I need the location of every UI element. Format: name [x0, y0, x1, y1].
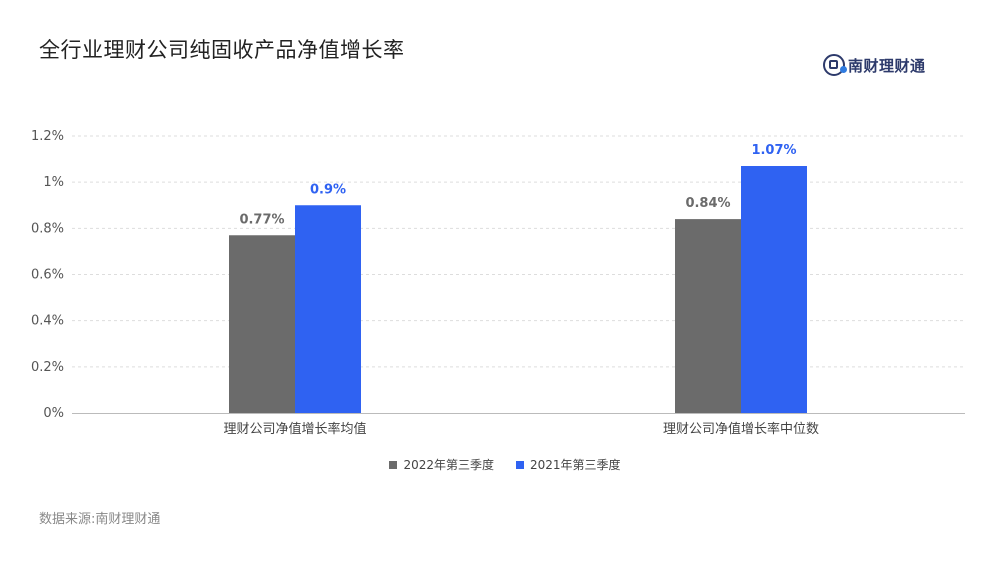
- legend-item-2021[interactable]: 2021年第三季度: [516, 456, 621, 473]
- nancai-logo-icon: [823, 54, 847, 76]
- legend-item-2022[interactable]: 2022年第三季度: [389, 456, 494, 473]
- bar-2022-1[interactable]: [675, 219, 741, 413]
- brand-logo: 南财理财通: [823, 50, 926, 80]
- y-tick-label: 1.2%: [31, 129, 64, 144]
- legend-swatch-2022: [389, 460, 398, 469]
- data-label: 0.84%: [685, 196, 730, 211]
- bar-2021-1[interactable]: [741, 166, 807, 413]
- y-tick-label: 0.4%: [31, 314, 64, 329]
- legend-label-2021: 2021年第三季度: [530, 458, 621, 472]
- y-tick-label: 0.2%: [31, 360, 64, 375]
- data-label: 1.07%: [751, 143, 796, 158]
- x-tick-label: 理财公司净值增长率均值: [223, 421, 366, 437]
- bar-2022-0[interactable]: [229, 235, 295, 413]
- x-tick-label: 理财公司净值增长率中位数: [663, 421, 819, 437]
- brand-logo-text: 南财理财通: [848, 56, 926, 75]
- legend-label-2022: 2022年第三季度: [403, 458, 494, 472]
- chart-legend: 2022年第三季度 2021年第三季度: [0, 456, 1000, 473]
- data-source-note: 数据来源:南财理财通: [39, 512, 161, 527]
- y-tick-label: 0.8%: [31, 221, 64, 236]
- data-label: 0.9%: [310, 182, 346, 197]
- y-tick-label: 0.6%: [31, 268, 64, 283]
- bar-2021-0[interactable]: [295, 205, 361, 413]
- chart-title: 全行业理财公司纯固收产品净值增长率: [39, 38, 405, 62]
- legend-swatch-2021: [516, 460, 524, 469]
- y-tick-label: 1%: [43, 175, 64, 190]
- y-tick-label: 0%: [43, 406, 64, 421]
- data-label: 0.77%: [239, 212, 284, 227]
